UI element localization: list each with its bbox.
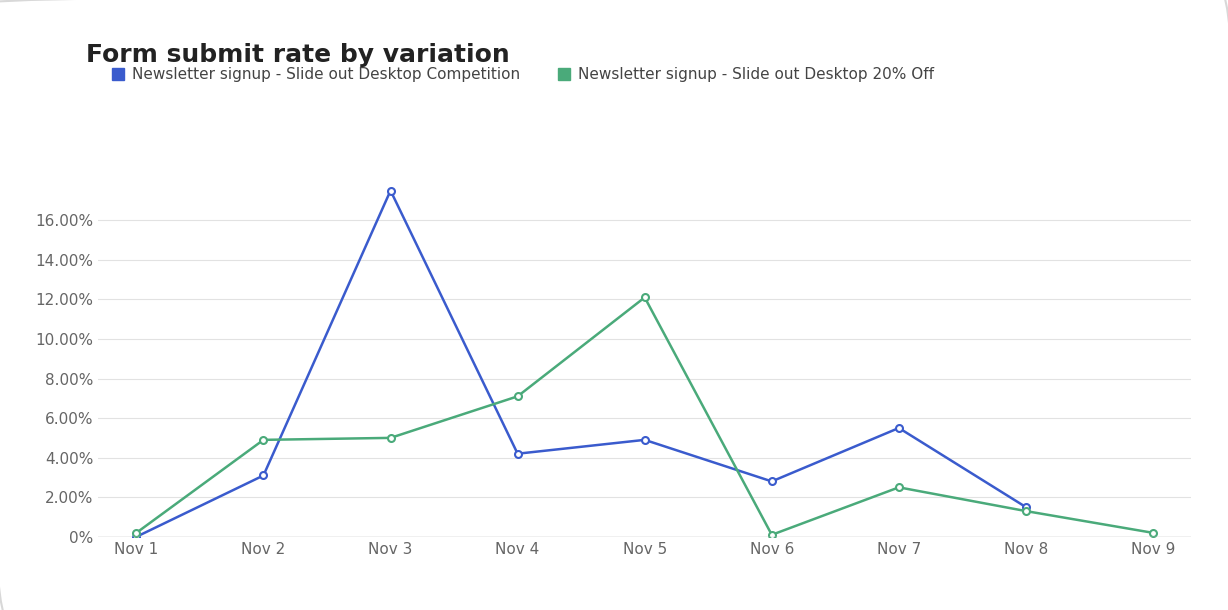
Legend: Newsletter signup - Slide out Desktop Competition, Newsletter signup - Slide out: Newsletter signup - Slide out Desktop Co… xyxy=(106,62,941,88)
Text: Form submit rate by variation: Form submit rate by variation xyxy=(86,43,510,66)
